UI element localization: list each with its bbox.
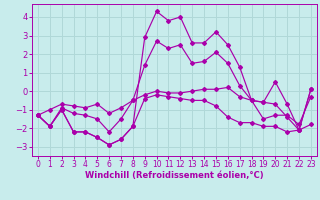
X-axis label: Windchill (Refroidissement éolien,°C): Windchill (Refroidissement éolien,°C) xyxy=(85,171,264,180)
